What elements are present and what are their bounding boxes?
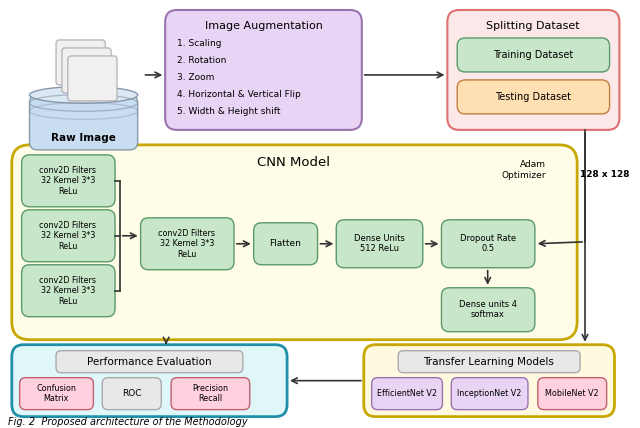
Text: Precision
Recall: Precision Recall	[193, 384, 228, 403]
Text: MobileNet V2: MobileNet V2	[545, 389, 599, 398]
FancyBboxPatch shape	[29, 95, 138, 150]
FancyBboxPatch shape	[336, 220, 423, 268]
Text: ROC: ROC	[122, 389, 141, 398]
FancyBboxPatch shape	[538, 377, 607, 410]
Text: Performance Evaluation: Performance Evaluation	[87, 357, 212, 367]
Ellipse shape	[29, 86, 138, 103]
FancyBboxPatch shape	[12, 145, 577, 340]
Text: 4. Horizontal & Vertical Flip: 4. Horizontal & Vertical Flip	[177, 90, 301, 99]
FancyBboxPatch shape	[141, 218, 234, 270]
Text: CNN Model: CNN Model	[257, 156, 330, 169]
FancyBboxPatch shape	[56, 40, 105, 85]
FancyBboxPatch shape	[364, 345, 614, 416]
FancyBboxPatch shape	[372, 377, 442, 410]
Text: conv2D Filters
32 Kernel 3*3
ReLu: conv2D Filters 32 Kernel 3*3 ReLu	[39, 166, 97, 196]
FancyBboxPatch shape	[442, 288, 535, 332]
Text: 3. Zoom: 3. Zoom	[177, 74, 214, 83]
Text: Adam
Optimizer: Adam Optimizer	[501, 160, 546, 180]
FancyBboxPatch shape	[22, 210, 115, 262]
FancyBboxPatch shape	[56, 351, 243, 373]
FancyBboxPatch shape	[451, 377, 528, 410]
FancyBboxPatch shape	[22, 265, 115, 317]
Text: Dense Units
512 ReLu: Dense Units 512 ReLu	[354, 234, 405, 253]
Text: 1. Scaling: 1. Scaling	[177, 39, 221, 48]
Text: conv2D Filters
32 Kernel 3*3
ReLu: conv2D Filters 32 Kernel 3*3 ReLu	[39, 221, 97, 251]
Text: Dropout Rate
0.5: Dropout Rate 0.5	[460, 234, 516, 253]
Text: Flatten: Flatten	[269, 239, 301, 248]
FancyBboxPatch shape	[253, 223, 317, 265]
Text: Image Augmentation: Image Augmentation	[205, 21, 323, 31]
Text: 5. Width & Height shift: 5. Width & Height shift	[177, 107, 280, 116]
Text: conv2D Filters
32 Kernel 3*3
ReLu: conv2D Filters 32 Kernel 3*3 ReLu	[158, 229, 215, 259]
FancyBboxPatch shape	[165, 10, 362, 130]
FancyBboxPatch shape	[102, 377, 161, 410]
FancyBboxPatch shape	[447, 10, 620, 130]
Text: EfficientNet V2: EfficientNet V2	[377, 389, 437, 398]
FancyBboxPatch shape	[22, 155, 115, 207]
FancyBboxPatch shape	[457, 38, 609, 72]
FancyBboxPatch shape	[20, 377, 93, 410]
FancyBboxPatch shape	[171, 377, 250, 410]
Text: 128 x 128: 128 x 128	[580, 170, 630, 179]
FancyBboxPatch shape	[398, 351, 580, 373]
Text: Dense units 4
softmax: Dense units 4 softmax	[459, 300, 516, 319]
FancyBboxPatch shape	[12, 345, 287, 416]
Text: Splitting Dataset: Splitting Dataset	[486, 21, 580, 31]
FancyBboxPatch shape	[442, 220, 535, 268]
Text: Transfer Learning Models: Transfer Learning Models	[423, 357, 554, 367]
Text: Raw Image: Raw Image	[51, 133, 116, 143]
Text: Testing Dataset: Testing Dataset	[495, 92, 571, 102]
Text: 2. Rotation: 2. Rotation	[177, 56, 227, 65]
FancyBboxPatch shape	[68, 56, 117, 101]
Text: conv2D Filters
32 Kernel 3*3
ReLu: conv2D Filters 32 Kernel 3*3 ReLu	[39, 276, 97, 306]
Text: Training Dataset: Training Dataset	[493, 50, 573, 60]
Text: Confusion
Matrix: Confusion Matrix	[36, 384, 76, 403]
Text: InceptionNet V2: InceptionNet V2	[458, 389, 522, 398]
FancyBboxPatch shape	[457, 80, 609, 114]
Text: Fig. 2  Proposed architecture of the Methodology: Fig. 2 Proposed architecture of the Meth…	[8, 416, 248, 427]
FancyBboxPatch shape	[62, 48, 111, 93]
